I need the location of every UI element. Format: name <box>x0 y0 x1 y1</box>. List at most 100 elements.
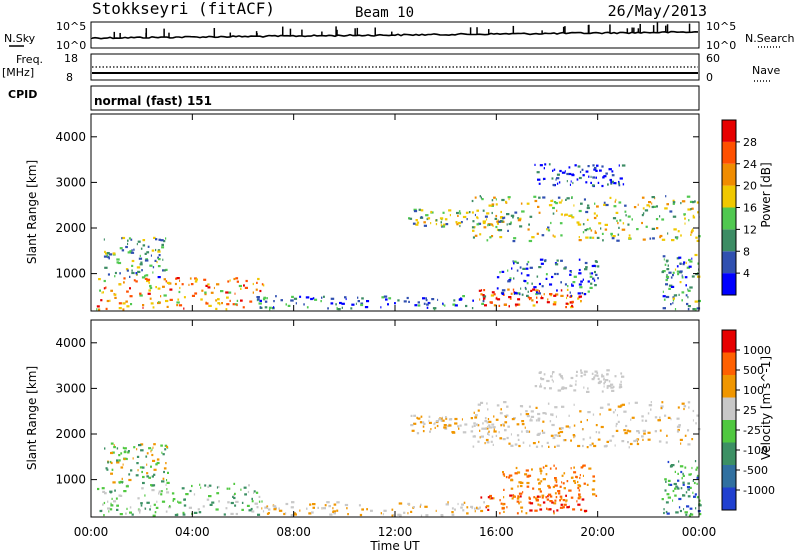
data-cell <box>308 512 312 515</box>
cpid-panel: CPID normal (fast) 151 <box>8 85 700 111</box>
data-cell <box>499 271 501 274</box>
data-cell <box>545 277 548 280</box>
data-cell <box>679 281 682 284</box>
data-cell <box>459 224 461 228</box>
data-cell <box>146 475 149 478</box>
data-cell <box>440 224 443 227</box>
data-cell <box>486 218 488 221</box>
data-cell <box>240 488 242 491</box>
data-cell <box>98 278 101 281</box>
data-cell <box>139 254 141 257</box>
data-cell <box>562 386 565 389</box>
data-cell <box>407 502 410 505</box>
data-cell <box>536 296 538 299</box>
data-cell <box>590 229 593 232</box>
data-cell <box>483 289 486 292</box>
data-cell <box>521 510 523 513</box>
data-cell <box>490 294 494 297</box>
data-cell <box>261 507 263 510</box>
data-cell <box>107 256 110 259</box>
data-cell <box>676 270 680 273</box>
data-cell <box>209 503 213 506</box>
data-cell <box>667 460 670 464</box>
data-cell <box>189 489 192 493</box>
data-cell <box>570 294 572 297</box>
data-cell <box>556 182 559 185</box>
data-cell <box>682 472 684 475</box>
data-cell <box>571 216 575 219</box>
data-cell <box>596 374 599 377</box>
data-cell <box>696 239 700 242</box>
data-cell <box>152 459 156 462</box>
data-cell <box>157 249 161 252</box>
data-cell <box>527 474 532 477</box>
data-cell <box>474 416 478 419</box>
data-cell <box>552 206 555 210</box>
data-cell <box>682 474 685 477</box>
data-cell <box>163 278 166 281</box>
data-cell <box>592 277 595 280</box>
data-cell <box>547 229 551 232</box>
data-cell <box>517 495 520 498</box>
data-cell <box>516 269 519 272</box>
velocity-colorbar-label: Velocity [m s^-1] <box>759 356 773 460</box>
data-cell <box>522 491 524 494</box>
data-cell <box>461 503 464 506</box>
data-cell <box>229 279 231 282</box>
data-cell <box>663 298 666 301</box>
colorbar-tick-label: 20 <box>743 180 757 193</box>
data-cell <box>621 228 626 231</box>
data-cell <box>594 230 596 233</box>
data-cell <box>616 239 620 242</box>
data-cell <box>181 283 184 286</box>
data-cell <box>205 284 208 287</box>
data-cell <box>221 302 223 305</box>
data-cell <box>568 214 572 217</box>
data-cell <box>428 415 431 418</box>
data-cell <box>677 479 680 482</box>
data-cell <box>474 414 478 417</box>
data-cell <box>592 236 595 239</box>
data-cell <box>570 306 573 309</box>
data-cell <box>615 422 618 426</box>
data-cell <box>448 209 452 212</box>
data-cell <box>594 167 597 170</box>
data-cell <box>109 490 113 493</box>
data-cell <box>524 426 526 429</box>
data-cell <box>539 385 543 388</box>
data-cell <box>505 415 507 418</box>
data-cell <box>678 506 681 509</box>
data-cell <box>457 502 459 506</box>
data-cell <box>262 298 266 301</box>
data-cell <box>514 472 518 475</box>
data-cell <box>273 508 277 511</box>
data-cell <box>595 169 598 172</box>
data-cell <box>504 429 507 432</box>
data-cell <box>558 427 562 430</box>
data-cell <box>420 514 423 517</box>
data-cell <box>591 184 595 187</box>
data-cell <box>521 420 525 423</box>
data-cell <box>464 423 468 426</box>
data-cell <box>410 414 413 417</box>
data-cell <box>517 485 519 488</box>
data-cell <box>580 375 583 378</box>
data-cell <box>235 500 239 503</box>
data-cell <box>665 510 668 514</box>
data-cell <box>585 170 589 173</box>
data-cell <box>487 418 490 421</box>
data-cell <box>604 380 606 383</box>
data-cell <box>430 210 433 214</box>
data-cell <box>613 182 616 185</box>
data-cell <box>336 509 339 512</box>
data-cell <box>691 229 694 232</box>
data-cell <box>126 507 128 510</box>
data-cell <box>149 264 153 267</box>
data-cell <box>435 219 438 222</box>
data-cell <box>312 503 316 506</box>
data-cell <box>179 286 181 290</box>
data-cell <box>648 205 651 208</box>
data-cell <box>550 375 553 378</box>
data-cell <box>116 261 119 264</box>
